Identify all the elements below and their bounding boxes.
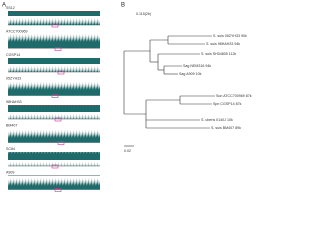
region-marker (54, 117, 62, 122)
coverage-plot (8, 11, 100, 25)
leaf-label: S. suis BM407 89k (211, 126, 241, 130)
coverage-plot (8, 34, 100, 49)
leaf-label: Sun ATCC700969 87k (216, 94, 252, 98)
leaf-label: S. suis 98HAH33 94k (206, 42, 240, 46)
tree-heading: 0.115(2b) (136, 12, 151, 16)
leaf-label: S. suis SH04805 112k (201, 52, 236, 56)
panel-label: A (2, 3, 6, 9)
coverage-plot (8, 152, 100, 166)
coverage-plot (8, 81, 100, 96)
track-label: 98HAH33 (6, 100, 22, 104)
leaf-label: Sag NEM316 94k (183, 64, 211, 68)
leaf-label: Spn CGSP14 87k (213, 102, 242, 106)
track-label: BM407 (6, 123, 17, 127)
coverage-plot (8, 175, 100, 190)
coverage-tracks: SS12 ATCC700969 CGSP14 05ZYH33 98HAH33 BM407 S… (6, 6, 100, 192)
region-marker (51, 94, 59, 98)
coverage-plot (8, 128, 100, 143)
panel-label: B (121, 3, 125, 9)
track-label: ATCC700969 (6, 29, 28, 33)
coverage-plot (8, 105, 100, 119)
track-label: SC84 (6, 147, 15, 151)
region-marker (51, 23, 59, 28)
scale-label: 0.02 (124, 149, 131, 153)
leaf-label: Sag A909 10k (179, 72, 202, 76)
leaf-labels: S. suis 05ZYH33 90k S. suis 98HAH33 94k S.… (179, 34, 252, 130)
track-label: SS12 (6, 6, 15, 10)
leaf-label: S. suis 05ZYH33 90k (213, 34, 247, 38)
region-marker (51, 164, 59, 169)
region-marker (54, 188, 62, 192)
track-label: CGSP14 (6, 53, 20, 57)
region-marker (57, 141, 65, 145)
leaf-label: S. uberis 0140J 10k (201, 118, 233, 122)
region-marker (54, 47, 62, 51)
region-marker (57, 70, 65, 75)
track-label: A909 (6, 170, 14, 174)
track-label: 05ZYH33 (6, 76, 21, 80)
figure: A SS12 ATCC700969 CGSP14 05ZYH33 98HAH33 BM40… (2, 3, 252, 192)
coverage-plot (8, 58, 100, 72)
phylogenetic-tree (123, 35, 215, 147)
